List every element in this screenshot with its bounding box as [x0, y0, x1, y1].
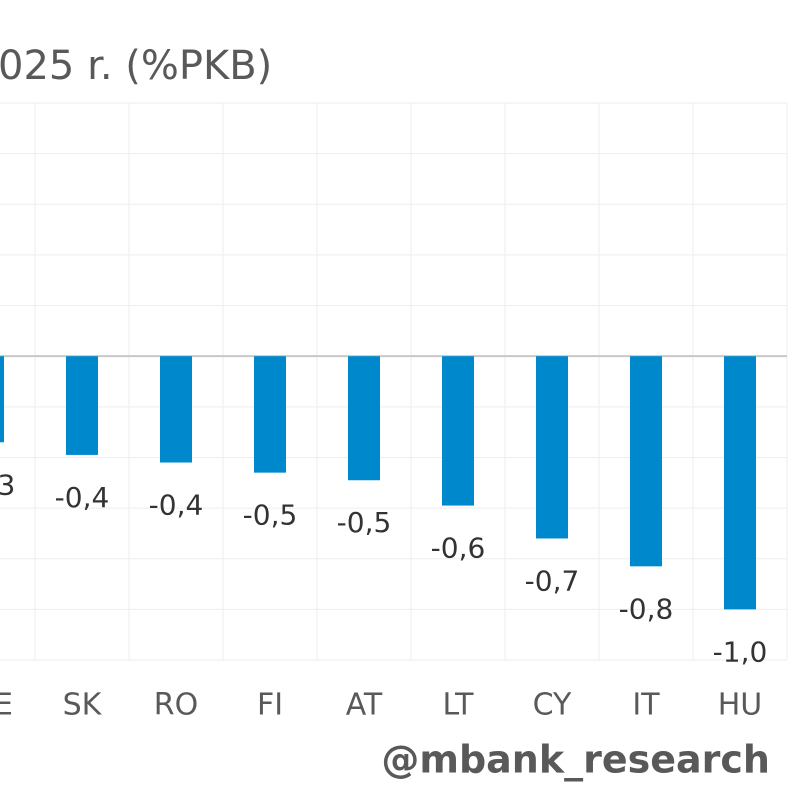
bar: [348, 356, 380, 481]
bar: [630, 356, 662, 567]
value-label: -1,0: [713, 635, 768, 668]
bar: [66, 356, 98, 455]
value-label: -0,6: [431, 532, 486, 565]
value-label: -0,4: [149, 489, 204, 522]
x-tick-label: IT: [632, 688, 660, 723]
value-label: -0,5: [337, 506, 392, 539]
value-label: -0,7: [525, 564, 580, 597]
x-tick-label: RO: [154, 688, 198, 723]
bar: [536, 356, 568, 539]
bar: [724, 356, 756, 610]
x-tick-label: HU: [718, 688, 763, 723]
bar: [442, 356, 474, 506]
value-label: -0,5: [243, 499, 298, 532]
x-tick-label: E: [0, 688, 13, 723]
x-tick-label: CY: [533, 688, 572, 723]
bar: [254, 356, 286, 473]
x-tick-label: FI: [257, 688, 283, 723]
bar: [0, 356, 4, 443]
value-label: -0,8: [619, 592, 674, 625]
x-tick-label: SK: [63, 688, 103, 723]
value-label: -0,4: [55, 481, 110, 514]
value-label: -0,3: [0, 468, 15, 501]
bar: [160, 356, 192, 463]
watermark: @mbank_research: [381, 738, 770, 782]
x-tick-label: AT: [346, 688, 383, 723]
x-tick-label: LT: [443, 688, 475, 723]
chart-title: 025 r. (%PKB): [0, 43, 272, 89]
